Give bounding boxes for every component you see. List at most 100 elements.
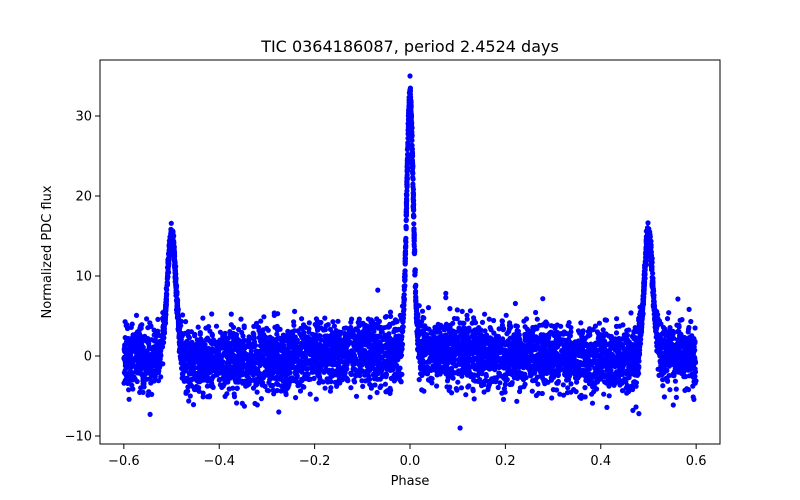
data-point xyxy=(510,358,516,364)
data-point xyxy=(209,331,215,337)
data-point xyxy=(346,330,352,336)
data-point xyxy=(629,333,636,340)
data-point xyxy=(471,315,477,321)
data-point xyxy=(619,336,626,342)
data-point xyxy=(302,352,308,359)
data-point xyxy=(298,325,304,331)
data-point xyxy=(377,376,383,382)
data-point xyxy=(206,358,212,364)
data-point xyxy=(273,364,279,370)
data-point xyxy=(582,394,588,400)
data-point xyxy=(566,320,572,326)
data-point xyxy=(239,343,245,349)
data-point xyxy=(342,362,348,368)
data-point xyxy=(676,360,682,367)
data-point xyxy=(608,367,614,373)
data-point xyxy=(144,316,150,322)
data-point xyxy=(454,307,460,313)
data-point xyxy=(429,354,435,360)
data-point xyxy=(397,365,403,371)
data-point xyxy=(526,328,532,334)
data-point xyxy=(381,344,387,350)
data-point xyxy=(578,350,584,356)
data-point xyxy=(450,348,456,354)
data-point xyxy=(259,382,265,388)
data-point xyxy=(404,146,410,153)
data-point xyxy=(506,326,512,332)
data-point xyxy=(626,363,632,369)
data-point xyxy=(283,353,290,360)
data-point xyxy=(535,344,541,350)
data-point xyxy=(685,387,692,393)
data-point xyxy=(673,394,680,400)
data-point xyxy=(486,316,492,322)
data-point xyxy=(586,373,592,379)
data-point xyxy=(500,327,506,333)
data-point xyxy=(305,371,311,377)
data-point xyxy=(328,385,334,391)
data-point xyxy=(502,341,508,348)
data-point xyxy=(600,327,606,333)
data-point xyxy=(582,335,589,341)
data-point xyxy=(394,336,401,342)
data-point xyxy=(660,383,666,389)
data-point xyxy=(186,398,192,404)
data-point xyxy=(280,342,286,348)
data-point xyxy=(126,396,132,402)
data-point xyxy=(555,369,562,375)
data-point xyxy=(356,337,363,343)
data-point xyxy=(249,343,255,349)
data-point xyxy=(465,384,471,390)
data-point xyxy=(474,366,480,372)
data-point xyxy=(444,361,450,367)
data-point xyxy=(393,319,399,325)
data-point xyxy=(261,314,267,320)
data-point xyxy=(664,367,670,374)
data-point xyxy=(572,375,579,381)
data-point xyxy=(621,362,627,368)
data-point xyxy=(534,354,541,360)
data-point xyxy=(664,377,670,383)
data-point xyxy=(497,380,503,386)
data-point xyxy=(685,367,692,373)
data-point xyxy=(291,322,297,328)
data-point xyxy=(322,315,328,321)
data-point xyxy=(334,383,340,389)
data-point xyxy=(337,350,343,356)
data-point xyxy=(207,363,214,369)
data-point xyxy=(363,330,369,336)
data-point xyxy=(200,394,206,400)
data-point xyxy=(512,368,518,374)
data-point xyxy=(597,374,603,380)
data-point xyxy=(351,328,357,334)
chart-title: TIC 0364186087, period 2.4524 days xyxy=(260,37,559,56)
data-point xyxy=(464,312,470,318)
data-point xyxy=(126,357,132,363)
data-point xyxy=(125,380,131,386)
data-point xyxy=(294,337,300,343)
data-point xyxy=(493,358,499,364)
data-point xyxy=(624,382,630,389)
data-point xyxy=(379,329,385,335)
data-point xyxy=(383,389,389,395)
data-point xyxy=(511,375,517,381)
data-point xyxy=(485,358,491,364)
data-point xyxy=(392,326,398,332)
data-point xyxy=(309,364,315,370)
data-point xyxy=(187,393,193,399)
data-point xyxy=(517,385,524,391)
data-point xyxy=(197,330,203,336)
data-point xyxy=(149,371,155,377)
data-point xyxy=(425,305,432,311)
data-point xyxy=(348,370,354,377)
data-point xyxy=(128,324,134,330)
data-point xyxy=(331,323,337,329)
data-point xyxy=(692,325,698,331)
data-point xyxy=(168,220,174,226)
data-point xyxy=(443,370,449,376)
data-point xyxy=(603,355,609,361)
data-point xyxy=(255,324,262,330)
data-point xyxy=(501,386,507,392)
data-point xyxy=(368,324,374,330)
